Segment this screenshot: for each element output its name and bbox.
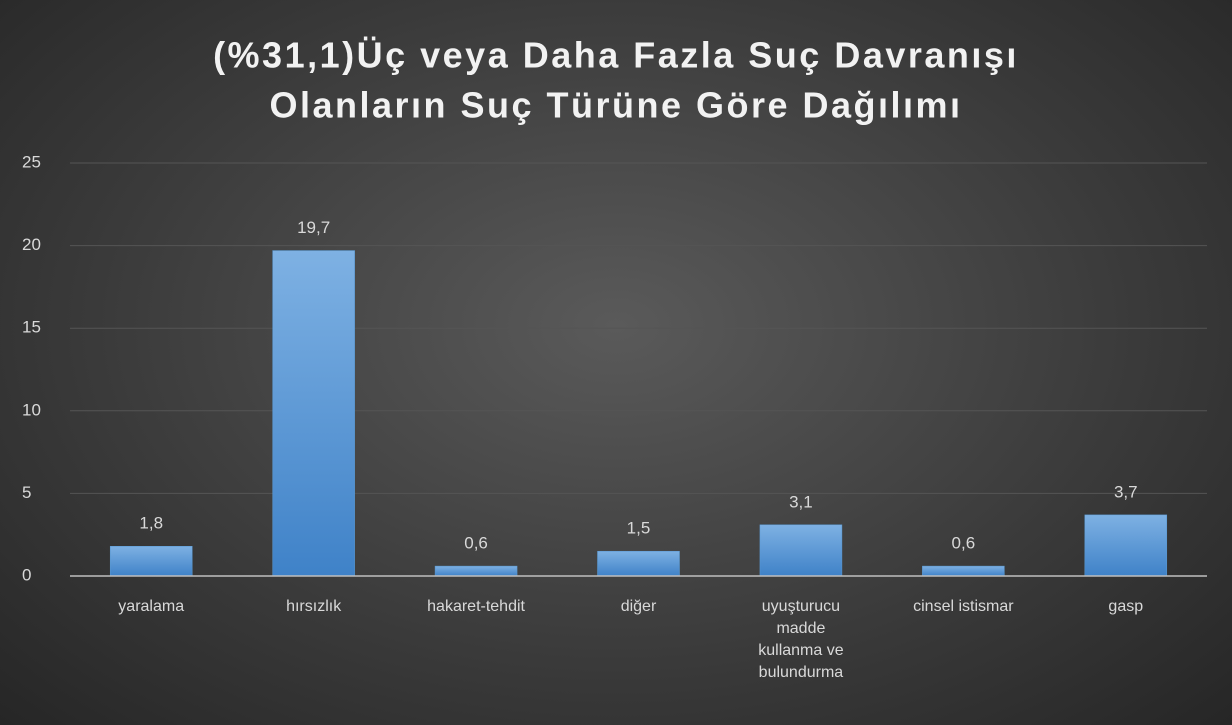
bar bbox=[597, 550, 680, 577]
bar bbox=[109, 546, 193, 577]
x-tick-label: cinsel istismar bbox=[913, 598, 1014, 615]
chart-title: (%31,1)Üç veya Daha Fazla Suç Davranışı bbox=[213, 35, 1019, 76]
data-label: 0,6 bbox=[464, 534, 488, 553]
y-tick-label: 5 bbox=[22, 483, 31, 502]
bar bbox=[1084, 514, 1168, 577]
x-tick-label: gasp bbox=[1108, 598, 1144, 615]
data-label: 1,8 bbox=[139, 514, 163, 533]
y-tick-label: 0 bbox=[22, 565, 31, 584]
chart-title: Olanların Suç Türüne Göre Dağılımı bbox=[269, 85, 962, 126]
bar bbox=[922, 565, 1005, 577]
x-tick-label: diğer bbox=[620, 598, 657, 615]
x-tick-label: uyuşturucu madde kullanma ve bulundurma bbox=[758, 598, 844, 681]
x-tick-label: yaralama bbox=[118, 598, 185, 615]
data-label: 1,5 bbox=[627, 519, 651, 538]
y-tick-label: 15 bbox=[22, 318, 41, 337]
bar bbox=[434, 565, 518, 577]
data-label: 3,1 bbox=[789, 492, 813, 511]
data-label: 19,7 bbox=[297, 218, 330, 237]
y-tick-label: 10 bbox=[22, 400, 41, 419]
data-label: 3,7 bbox=[1114, 482, 1138, 501]
y-tick-label: 20 bbox=[22, 235, 41, 254]
x-tick-label: hırsızlık bbox=[286, 598, 342, 615]
x-tick-label: hakaret-tehdit bbox=[427, 598, 525, 615]
bar bbox=[759, 524, 843, 577]
y-tick-label: 25 bbox=[22, 152, 41, 171]
bar bbox=[272, 250, 355, 577]
data-label: 0,6 bbox=[952, 534, 976, 553]
